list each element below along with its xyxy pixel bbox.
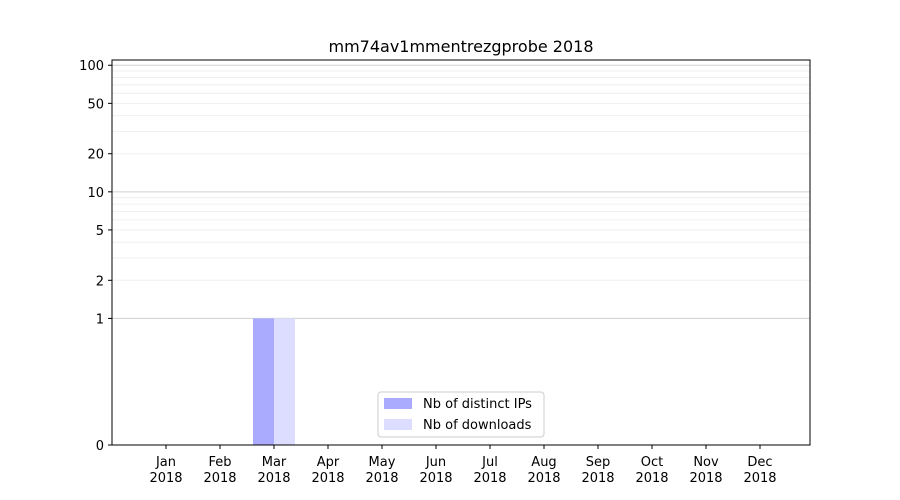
legend-swatch (384, 398, 412, 409)
x-tick-label-year: 2018 (743, 471, 776, 486)
x-axis: Jan2018Feb2018Mar2018Apr2018May2018Jun20… (149, 445, 777, 486)
legend-label: Nb of downloads (423, 418, 532, 433)
x-tick-label-year: 2018 (635, 471, 668, 486)
x-tick-label-year: 2018 (257, 471, 290, 486)
x-tick-label-month: Aug (531, 455, 556, 470)
x-tick-label-year: 2018 (365, 471, 398, 486)
x-tick-label-year: 2018 (203, 471, 236, 486)
legend-box (377, 391, 545, 438)
y-tick-label: 1 (96, 312, 104, 327)
x-tick-label-month: Jan (155, 455, 176, 470)
x-tick-label-month: Nov (693, 455, 719, 470)
bar-downloads (274, 318, 295, 445)
x-tick-label-year: 2018 (689, 471, 722, 486)
x-tick-label-year: 2018 (419, 471, 452, 486)
x-tick-label-month: Mar (262, 455, 287, 470)
x-tick-label-month: Jul (481, 455, 498, 470)
y-tick-label: 0 (96, 439, 104, 454)
x-tick-label-month: Apr (317, 455, 340, 470)
x-tick-label-month: Jun (425, 455, 446, 470)
y-tick-label: 2 (96, 274, 104, 289)
chart-title: mm74av1mmentrezgprobe 2018 (328, 37, 593, 56)
plot-frame (111, 59, 811, 446)
legend-swatch (384, 419, 412, 430)
x-tick-label-month: Sep (586, 455, 611, 470)
x-tick-label-month: May (369, 455, 396, 470)
y-axis: 0 1 2 5 10 20 50 100 (79, 59, 112, 454)
y-tick-label: 10 (87, 186, 104, 201)
y-tick-label: 5 (96, 224, 104, 239)
legend-label: Nb of distinct IPs (423, 397, 532, 412)
x-tick-label-month: Oct (641, 455, 663, 470)
x-tick-label-month: Dec (747, 455, 772, 470)
bar-distinct-ips (253, 318, 274, 445)
x-tick-label-year: 2018 (311, 471, 344, 486)
legend: Nb of distinct IPs Nb of downloads (377, 391, 545, 438)
x-tick-label-year: 2018 (527, 471, 560, 486)
y-tick-label: 100 (79, 59, 104, 74)
x-tick-label-year: 2018 (581, 471, 614, 486)
x-tick-label-year: 2018 (473, 471, 506, 486)
bars (253, 318, 295, 445)
x-tick-label-year: 2018 (149, 471, 182, 486)
x-tick-label-month: Feb (208, 455, 231, 470)
y-tick-label: 50 (87, 97, 104, 112)
y-tick-label: 20 (87, 148, 104, 163)
grid-lines (112, 64, 810, 319)
